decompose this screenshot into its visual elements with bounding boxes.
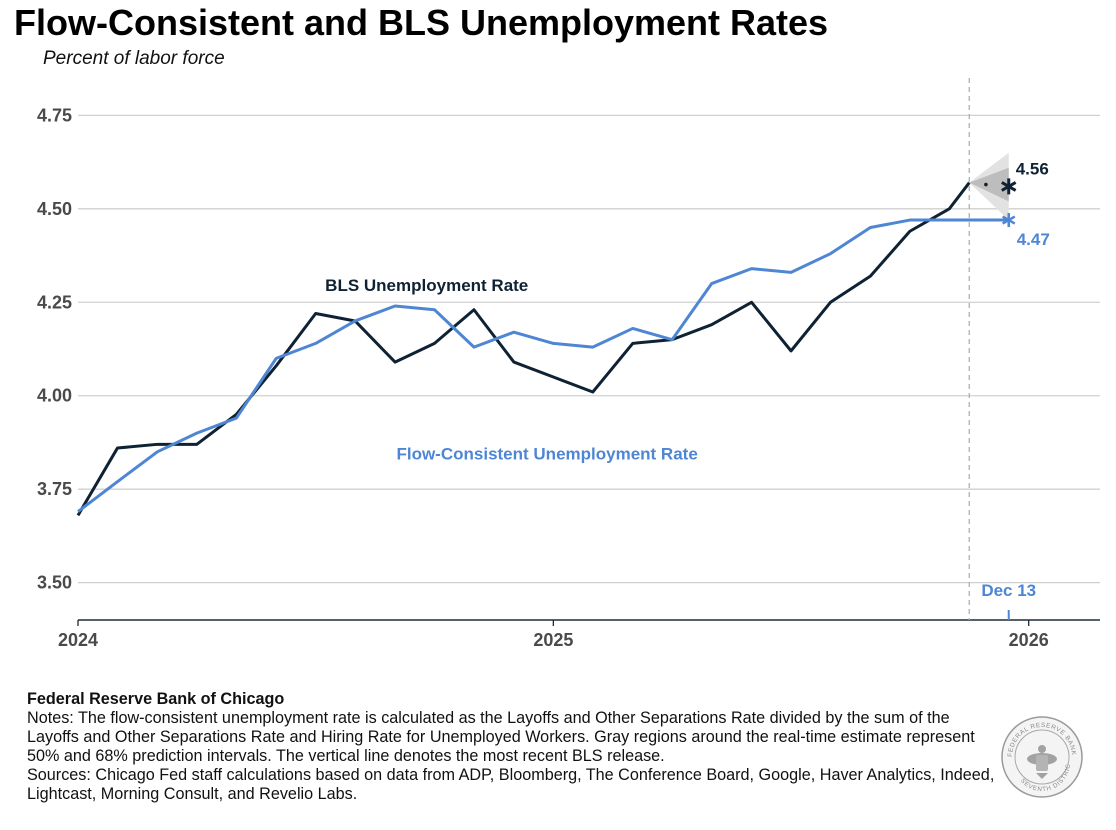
- bls-series-label: BLS Unemployment Rate: [325, 276, 528, 295]
- y-tick-label: 4.25: [37, 292, 72, 312]
- x-tick-label: 2026: [1009, 630, 1049, 650]
- y-tick-label: 4.75: [37, 105, 72, 125]
- y-tick-label: 3.75: [37, 479, 72, 499]
- flow-nowcast-marker: [1002, 213, 1016, 228]
- bls-nowcast-dot: [984, 182, 988, 187]
- bls-nowcast-marker: [1001, 178, 1017, 195]
- y-tick-label: 4.50: [37, 199, 72, 219]
- y-tick-label: 3.50: [37, 573, 72, 593]
- bls-line: [76, 181, 971, 517]
- footer-notes: Notes: The flow-consistent unemployment …: [27, 709, 975, 765]
- x-tick-label: 2024: [58, 630, 98, 650]
- x-tick-label: 2025: [533, 630, 573, 650]
- footer-sources: Sources: Chicago Fed staff calculations …: [27, 766, 995, 803]
- chart-subtitle: Percent of labor force: [43, 48, 225, 69]
- chart-title: Flow-Consistent and BLS Unemployment Rat…: [14, 2, 829, 43]
- fed-seal-logo: FEDERAL RESERVE BANK OF CHICAGO SEVENTH …: [1000, 715, 1083, 798]
- prediction-interval-50: [969, 167, 1009, 202]
- flow-nowcast-label: 4.47: [1017, 230, 1050, 249]
- release-date-label: Dec 13: [981, 581, 1036, 600]
- flow-consistent-line: [77, 218, 1009, 513]
- eagle-icon: [1027, 745, 1057, 779]
- footer: Federal Reserve Bank of Chicago Notes: T…: [27, 690, 1002, 804]
- footer-org: Federal Reserve Bank of Chicago: [27, 690, 285, 708]
- bls-nowcast-label: 4.56: [1016, 159, 1049, 178]
- line-chart: 3.50 3.75 4.00 4.25 4.50 4.75 2024 2025 2026 Dec …: [37, 78, 1100, 650]
- flow-series-label: Flow-Consistent Unemployment Rate: [396, 444, 697, 463]
- y-tick-label: 4.00: [37, 386, 72, 406]
